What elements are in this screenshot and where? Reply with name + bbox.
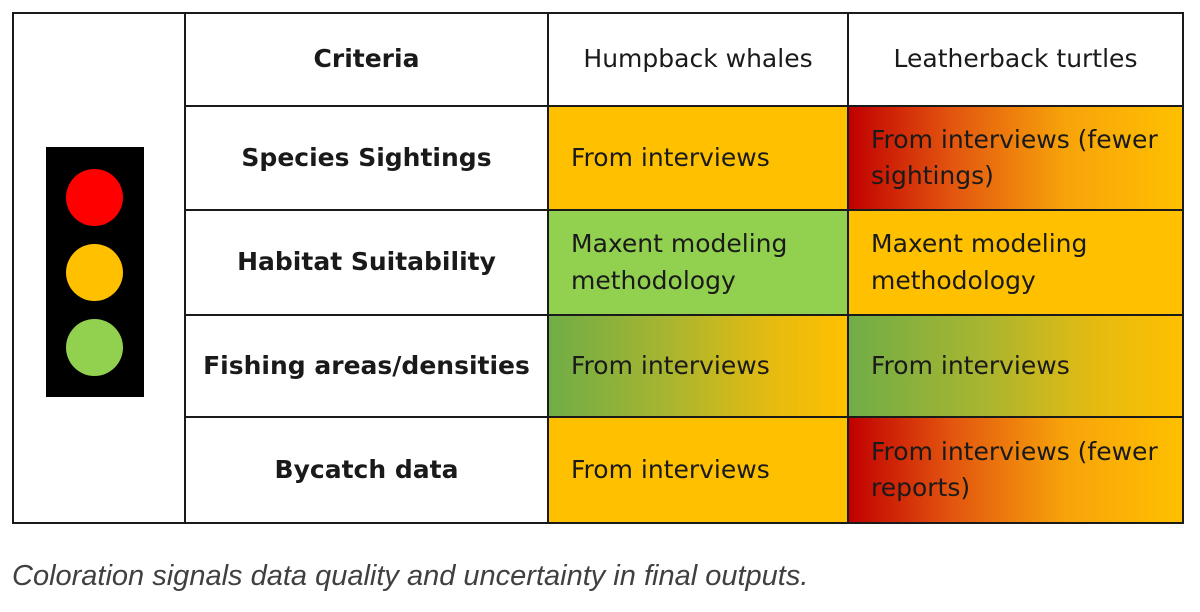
data-quality-table: Criteria Humpback whales Leatherback tur… — [12, 12, 1184, 524]
humpback-species-sightings-cell: From interviews — [549, 107, 849, 211]
traffic-light-column — [14, 14, 186, 522]
leatherback-fishing-areas-cell: From interviews — [849, 316, 1182, 418]
leatherback-species-sightings-cell: From interviews (fewer sightings) — [849, 107, 1182, 211]
criterion-habitat-suitability: Habitat Suitability — [186, 211, 549, 316]
criterion-fishing-areas: Fishing areas/densities — [186, 316, 549, 418]
header-leatherback-turtles: Leatherback turtles — [849, 14, 1182, 107]
header-criteria: Criteria — [186, 14, 549, 107]
criteria-grid: Criteria Humpback whales Leatherback tur… — [186, 14, 1182, 522]
traffic-light-icon — [46, 147, 144, 397]
header-humpback-whales: Humpback whales — [549, 14, 849, 107]
amber-lamp-icon — [66, 244, 123, 301]
humpback-fishing-areas-cell: From interviews — [549, 316, 849, 418]
humpback-habitat-suitability-cell: Maxent modeling methodology — [549, 211, 849, 316]
criterion-bycatch-data: Bycatch data — [186, 418, 549, 522]
criterion-species-sightings: Species Sightings — [186, 107, 549, 211]
figure-caption: Coloration signals data quality and unce… — [12, 560, 809, 592]
humpback-bycatch-data-cell: From interviews — [549, 418, 849, 522]
green-lamp-icon — [66, 319, 123, 376]
leatherback-bycatch-data-cell: From interviews (fewer reports) — [849, 418, 1182, 522]
red-lamp-icon — [66, 169, 123, 226]
leatherback-habitat-suitability-cell: Maxent modeling methodology — [849, 211, 1182, 316]
